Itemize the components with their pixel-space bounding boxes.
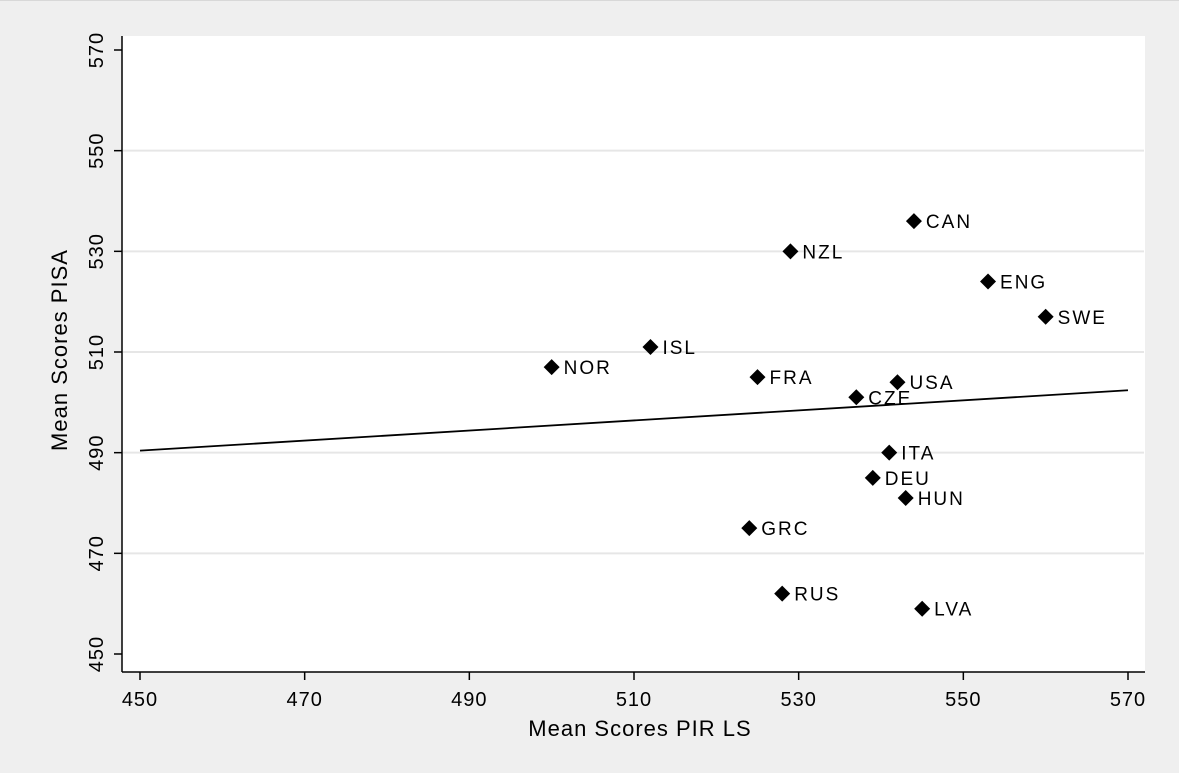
data-point-rus: RUS bbox=[774, 585, 840, 606]
diamond-marker bbox=[1037, 308, 1054, 325]
diamond-marker bbox=[864, 469, 881, 486]
data-point-ita: ITA bbox=[881, 444, 935, 465]
x-tick-label: 510 bbox=[616, 689, 652, 711]
point-label: USA bbox=[909, 373, 954, 394]
point-label: RUS bbox=[794, 585, 840, 606]
point-label: ISL bbox=[662, 338, 697, 359]
data-point-eng: ENG bbox=[980, 273, 1047, 294]
point-label: GRC bbox=[761, 519, 809, 540]
data-point-hun: HUN bbox=[897, 489, 965, 510]
point-label: DEU bbox=[885, 469, 931, 490]
x-axis-title: Mean Scores PIR LS bbox=[528, 716, 751, 741]
data-point-isl: ISL bbox=[642, 338, 697, 359]
x-tick-label: 550 bbox=[945, 689, 981, 711]
data-point-deu: DEU bbox=[864, 469, 931, 490]
x-tick-label: 450 bbox=[122, 689, 158, 711]
data-point-swe: SWE bbox=[1037, 308, 1107, 329]
data-point-can: CAN bbox=[905, 212, 972, 233]
x-tick-label: 530 bbox=[780, 689, 816, 711]
point-label: LVA bbox=[934, 600, 973, 621]
x-tick-label: 470 bbox=[286, 689, 322, 711]
point-label: CAN bbox=[926, 212, 972, 233]
y-tick-label: 450 bbox=[86, 636, 108, 672]
fit-line-group bbox=[139, 389, 1129, 452]
diamond-marker bbox=[914, 600, 931, 617]
data-point-lva: LVA bbox=[914, 600, 973, 621]
point-label: ITA bbox=[901, 444, 935, 465]
y-tick-label: 510 bbox=[86, 334, 108, 370]
y-tick-label: 470 bbox=[86, 535, 108, 571]
diamond-marker bbox=[980, 273, 997, 290]
point-label: FRA bbox=[770, 368, 814, 389]
x-tick-label: 490 bbox=[451, 689, 487, 711]
diamond-marker bbox=[782, 243, 799, 260]
point-label: HUN bbox=[918, 489, 965, 510]
data-point-cze: CZE bbox=[848, 388, 912, 409]
diamond-marker bbox=[741, 520, 758, 537]
plot-area bbox=[122, 36, 1145, 672]
diamond-marker bbox=[905, 213, 922, 230]
fit-line bbox=[139, 389, 1129, 452]
y-tick-label: 530 bbox=[86, 233, 108, 269]
point-label: NOR bbox=[564, 358, 612, 379]
diamond-marker bbox=[642, 338, 659, 355]
diamond-marker bbox=[749, 369, 766, 386]
diamond-marker bbox=[774, 585, 791, 602]
data-point-fra: FRA bbox=[749, 368, 814, 389]
diamond-marker bbox=[897, 489, 914, 506]
y-tick-label: 490 bbox=[86, 434, 108, 470]
y-axis-title: Mean Scores PISA bbox=[47, 249, 72, 451]
diamond-marker bbox=[889, 374, 906, 391]
diamond-marker bbox=[543, 359, 560, 376]
point-label: ENG bbox=[1000, 273, 1047, 294]
data-point-usa: USA bbox=[889, 373, 954, 394]
point-label: NZL bbox=[802, 242, 844, 263]
data-point-nor: NOR bbox=[543, 358, 612, 379]
data-point-grc: GRC bbox=[741, 519, 809, 540]
data-point-nzl: NZL bbox=[782, 242, 844, 263]
axis-ticks: 450 470 490 510 530 550 570 450 470 490 510 530 550 5… bbox=[86, 32, 1146, 711]
diamond-marker bbox=[848, 389, 865, 406]
diamond-marker bbox=[881, 444, 898, 461]
x-tick-label: 570 bbox=[1110, 689, 1146, 711]
y-tick-label: 550 bbox=[86, 132, 108, 168]
y-tick-label: 570 bbox=[86, 32, 108, 68]
point-label: CZE bbox=[868, 388, 912, 409]
point-label: SWE bbox=[1058, 308, 1107, 329]
grid-lines bbox=[123, 149, 1144, 555]
